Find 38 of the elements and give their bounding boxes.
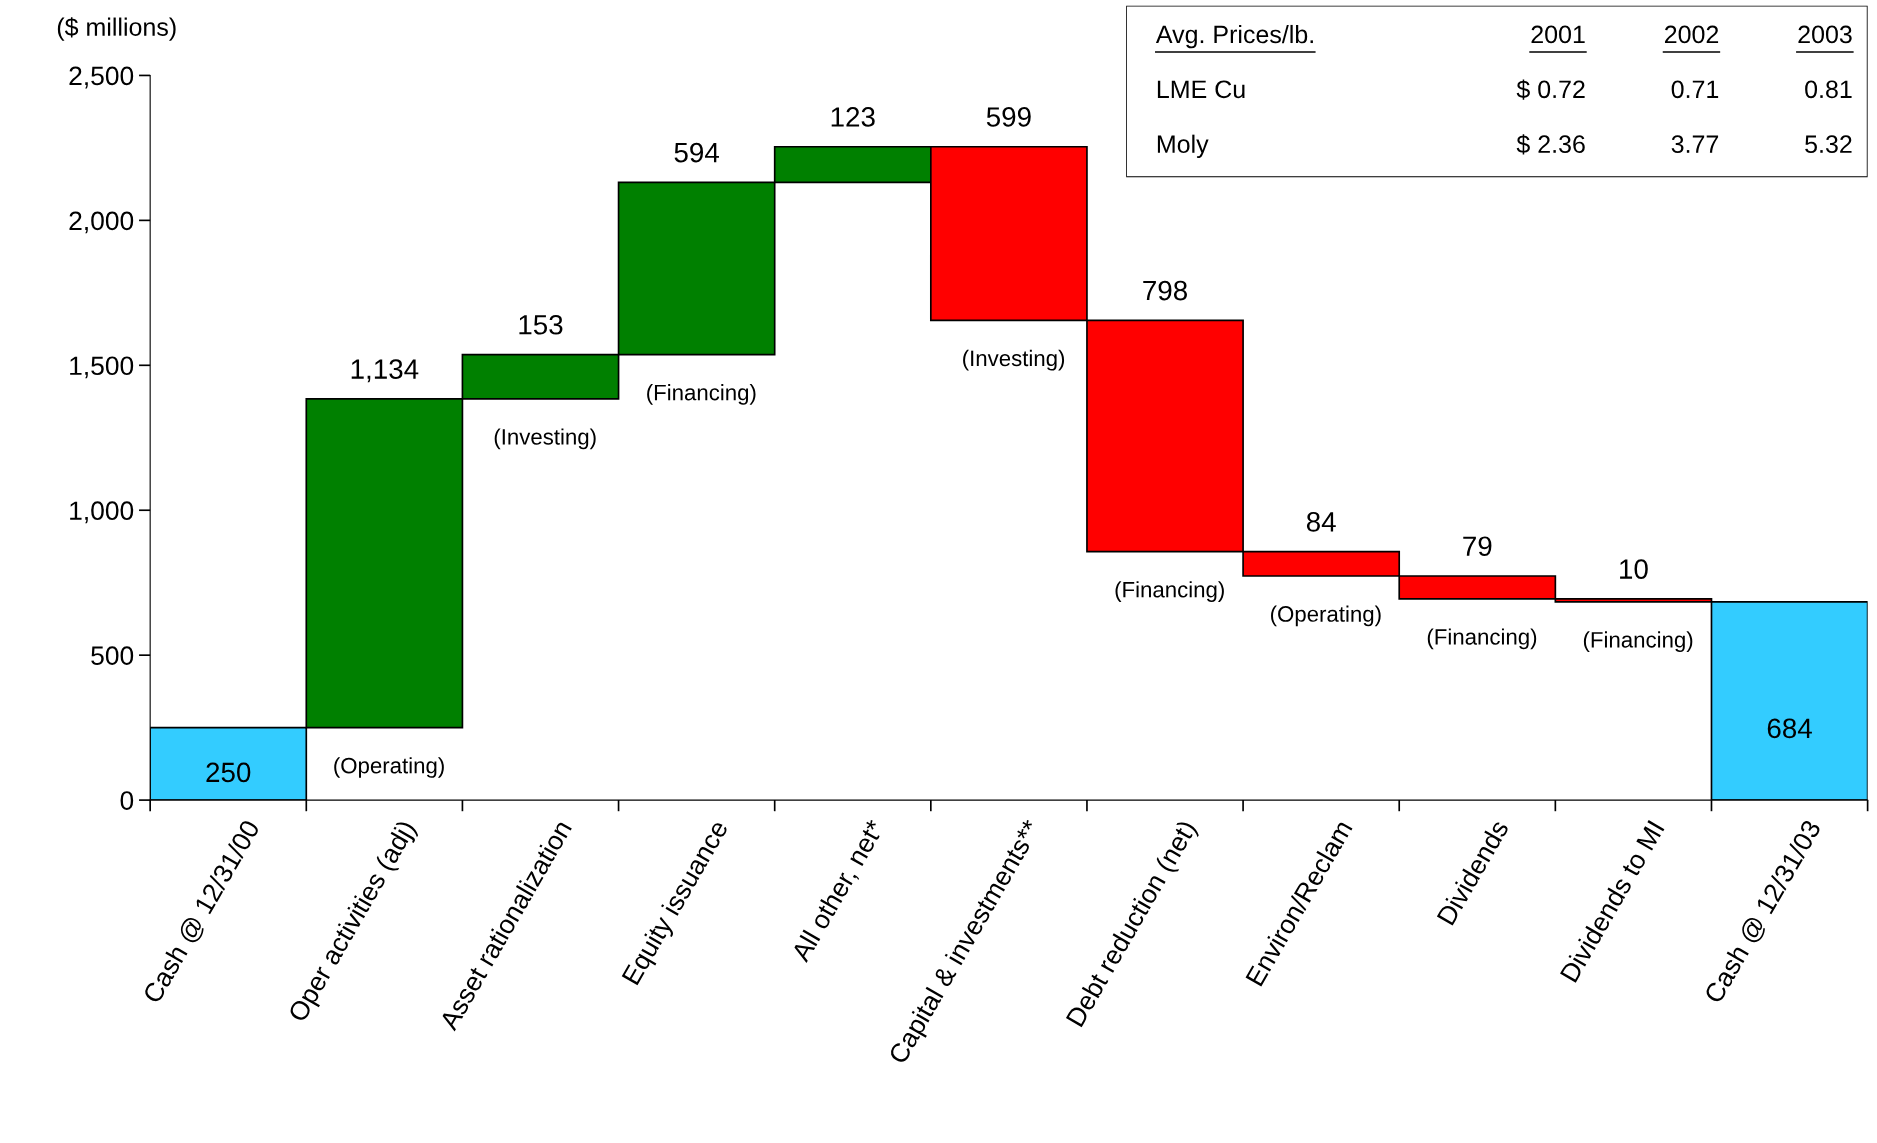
category-label: LME Cu xyxy=(1157,80,1245,99)
y-tick-label: 1,500 xyxy=(70,356,134,379)
y-tick-label: 2,000 xyxy=(69,211,134,234)
y-tick-label: 500 xyxy=(91,646,134,665)
annotation: (Financing) xyxy=(1583,631,1693,653)
category-label: Moly xyxy=(1157,134,1209,158)
annotation: (Financing) xyxy=(1427,628,1537,650)
data-label: 10 xyxy=(1620,559,1648,579)
y-tick-label: 1,000 xyxy=(70,501,134,524)
data-label: 599 xyxy=(986,107,1031,127)
category-label: 2002 xyxy=(1664,25,1719,44)
text: 0.81 xyxy=(1805,80,1852,99)
data-label: 684 xyxy=(1767,718,1812,739)
data-label: 798 xyxy=(1143,280,1187,301)
text: $ 2.36 xyxy=(1516,134,1585,155)
annotation: (Operating) xyxy=(334,757,444,778)
data-label: 1,134 xyxy=(351,359,419,383)
data-label: 84 xyxy=(1306,512,1336,532)
data-label: 153 xyxy=(519,314,563,335)
data-label: 250 xyxy=(206,762,251,783)
category-label: 2003 xyxy=(1798,25,1852,44)
data-label: 123 xyxy=(831,107,875,127)
y-tick-label: 0 xyxy=(120,791,134,810)
y-axis-title: ($ millions) xyxy=(57,17,176,41)
data-label: 79 xyxy=(1463,536,1492,557)
y-tick-label: 2,500 xyxy=(69,66,134,89)
data-label: 594 xyxy=(674,142,719,163)
text: 5.32 xyxy=(1805,135,1852,154)
annotation: (Operating) xyxy=(1271,605,1381,627)
text: $ 0.72 xyxy=(1516,79,1585,100)
text: Avg. Prices/lb. xyxy=(1155,24,1313,49)
text: 0.71 xyxy=(1671,80,1719,99)
text: 3.77 xyxy=(1671,135,1719,154)
annotation: (Financing) xyxy=(1115,581,1224,602)
category-label: 2001 xyxy=(1531,25,1585,44)
annotation: (Financing) xyxy=(647,384,756,405)
annotation: (Investing) xyxy=(963,349,1065,371)
annotation: (Investing) xyxy=(494,428,596,450)
